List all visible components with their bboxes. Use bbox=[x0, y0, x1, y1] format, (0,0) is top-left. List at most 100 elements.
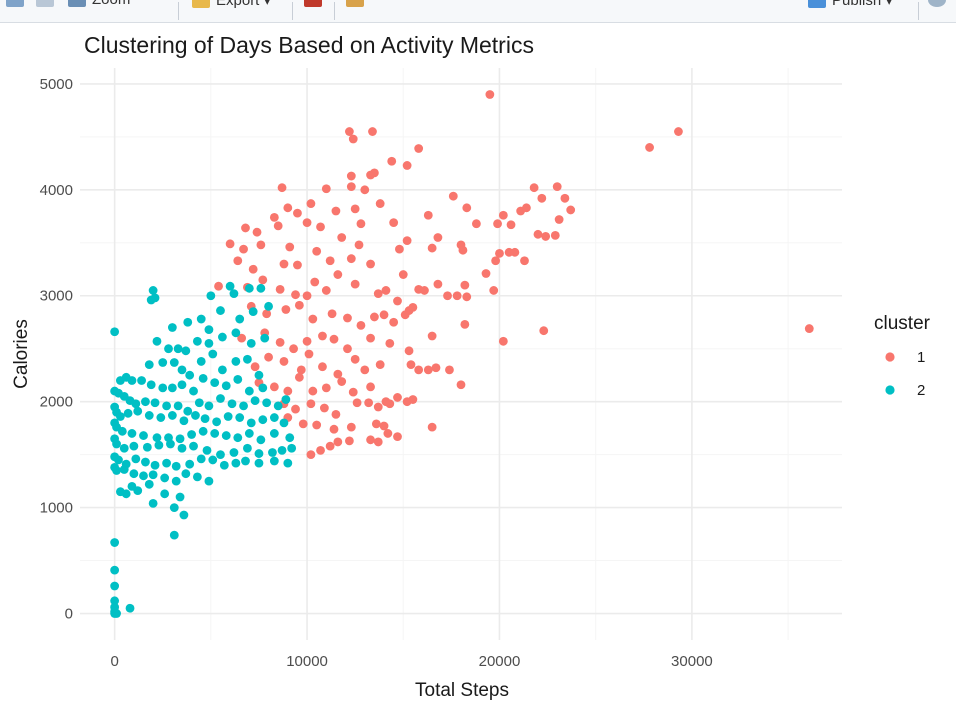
data-point-cluster-2 bbox=[137, 376, 146, 385]
clear-plot-icon[interactable] bbox=[304, 0, 328, 8]
data-point-cluster-2 bbox=[144, 479, 154, 489]
data-point-cluster-2 bbox=[158, 383, 168, 393]
data-point-cluster-1 bbox=[431, 363, 441, 373]
back-arrow-icon[interactable] bbox=[6, 0, 30, 8]
data-point-cluster-1 bbox=[321, 184, 331, 194]
legend-label-1: 1 bbox=[917, 349, 925, 366]
data-point-cluster-1 bbox=[281, 305, 291, 314]
data-point-cluster-1 bbox=[333, 369, 343, 379]
data-point-cluster-1 bbox=[321, 286, 331, 295]
data-point-cluster-2 bbox=[141, 457, 150, 467]
data-point-cluster-1 bbox=[371, 419, 381, 429]
data-point-cluster-2 bbox=[268, 448, 277, 457]
data-point-cluster-1 bbox=[520, 256, 529, 266]
data-point-cluster-1 bbox=[537, 193, 547, 203]
data-point-cluster-1 bbox=[560, 193, 570, 203]
data-point-cluster-2 bbox=[231, 357, 241, 366]
data-point-cluster-1 bbox=[344, 127, 354, 136]
x-tick-label: 0 bbox=[110, 653, 118, 670]
y-axis-title: Calories bbox=[11, 319, 32, 389]
data-point-cluster-2 bbox=[225, 281, 235, 291]
data-point-cluster-1 bbox=[337, 377, 347, 386]
data-point-cluster-1 bbox=[370, 312, 379, 322]
data-point-cluster-2 bbox=[196, 454, 206, 464]
data-point-cluster-1 bbox=[550, 230, 560, 240]
broom-icon[interactable] bbox=[346, 0, 370, 8]
legend: cluster 1 2 bbox=[874, 313, 931, 399]
data-point-cluster-1 bbox=[346, 171, 356, 181]
data-point-cluster-1 bbox=[393, 432, 402, 442]
data-point-cluster-2 bbox=[256, 435, 266, 445]
data-point-cluster-2 bbox=[166, 439, 175, 449]
data-point-cluster-1 bbox=[318, 362, 327, 372]
data-point-cluster-2 bbox=[133, 406, 143, 416]
data-point-cluster-2 bbox=[254, 458, 264, 468]
data-point-cluster-2 bbox=[223, 412, 233, 421]
zoom-button[interactable]: Zoom bbox=[68, 0, 130, 8]
data-point-cluster-2 bbox=[208, 349, 218, 359]
data-point-cluster-2 bbox=[227, 399, 237, 409]
data-point-cluster-1 bbox=[250, 362, 260, 372]
data-point-cluster-1 bbox=[423, 210, 433, 220]
series-cluster-1 bbox=[214, 90, 814, 460]
data-point-cluster-1 bbox=[387, 156, 397, 166]
data-point-cluster-1 bbox=[337, 233, 347, 242]
y-tick-label: 3000 bbox=[40, 288, 73, 305]
data-point-cluster-1 bbox=[460, 319, 470, 329]
data-point-cluster-2 bbox=[169, 530, 179, 540]
data-point-cluster-2 bbox=[198, 373, 208, 383]
data-point-cluster-2 bbox=[235, 314, 245, 324]
data-point-cluster-1 bbox=[366, 435, 375, 445]
data-point-cluster-1 bbox=[302, 218, 312, 228]
data-point-cluster-2 bbox=[177, 443, 187, 453]
data-point-cluster-1 bbox=[262, 309, 272, 319]
data-point-cluster-1 bbox=[427, 331, 437, 341]
data-point-cluster-2 bbox=[287, 443, 297, 453]
publish-icon bbox=[808, 0, 826, 9]
data-point-cluster-1 bbox=[423, 365, 433, 375]
data-point-cluster-1 bbox=[348, 134, 358, 144]
data-point-cluster-2 bbox=[196, 357, 206, 366]
data-point-cluster-1 bbox=[258, 275, 268, 285]
data-point-cluster-2 bbox=[183, 317, 193, 327]
export-button[interactable]: Export ▾ bbox=[192, 0, 271, 9]
data-point-cluster-1 bbox=[427, 422, 437, 432]
data-point-cluster-1 bbox=[333, 270, 343, 279]
data-point-cluster-2 bbox=[131, 454, 141, 464]
data-point-cluster-1 bbox=[645, 143, 654, 152]
toolbar-divider bbox=[292, 2, 293, 20]
data-point-cluster-1 bbox=[541, 232, 551, 241]
data-point-cluster-2 bbox=[167, 383, 177, 393]
data-point-cluster-1 bbox=[471, 219, 481, 229]
data-point-cluster-1 bbox=[304, 349, 314, 359]
data-point-cluster-1 bbox=[448, 191, 458, 201]
data-point-cluster-1 bbox=[279, 357, 289, 366]
data-point-cluster-1 bbox=[346, 422, 356, 432]
data-point-cluster-1 bbox=[264, 352, 273, 362]
data-point-cluster-2 bbox=[283, 458, 293, 468]
data-point-cluster-2 bbox=[281, 395, 291, 404]
data-point-cluster-2 bbox=[112, 439, 121, 449]
data-point-cluster-2 bbox=[206, 291, 216, 301]
data-point-cluster-1 bbox=[348, 387, 358, 397]
data-point-cluster-2 bbox=[192, 336, 202, 346]
data-point-cluster-1 bbox=[269, 212, 279, 222]
refresh-icon[interactable] bbox=[928, 0, 952, 8]
data-point-cluster-2 bbox=[117, 426, 127, 436]
data-point-cluster-1 bbox=[279, 259, 289, 269]
data-point-cluster-2 bbox=[244, 386, 254, 396]
data-point-cluster-1 bbox=[343, 344, 352, 354]
data-point-cluster-2 bbox=[235, 413, 245, 422]
data-point-cluster-2 bbox=[152, 336, 162, 346]
data-point-cluster-1 bbox=[481, 269, 491, 278]
data-point-cluster-2 bbox=[264, 301, 273, 311]
data-point-cluster-1 bbox=[294, 300, 304, 310]
data-point-cluster-1 bbox=[373, 437, 383, 447]
forward-arrow-icon[interactable] bbox=[36, 0, 60, 8]
data-point-cluster-2 bbox=[181, 469, 191, 479]
data-point-cluster-2 bbox=[158, 358, 168, 367]
publish-button[interactable]: Publish ▾ bbox=[808, 0, 893, 9]
data-point-cluster-2 bbox=[110, 327, 120, 337]
x-tick-label: 30000 bbox=[671, 653, 713, 670]
data-point-cluster-2 bbox=[171, 461, 181, 471]
